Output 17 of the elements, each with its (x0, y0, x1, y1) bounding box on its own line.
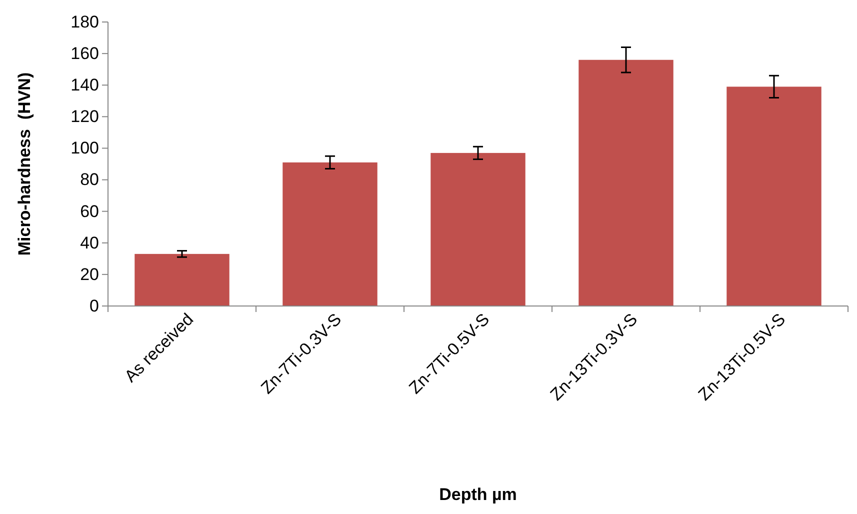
y-tick-label: 20 (80, 264, 99, 284)
y-tick-label: 40 (80, 233, 99, 252)
y-tick-label: 0 (90, 296, 99, 316)
bar (430, 152, 526, 306)
y-tick-label: 140 (70, 76, 99, 95)
bar (578, 60, 674, 306)
y-tick-label: 100 (70, 138, 99, 158)
x-axis-title: Depth µm (439, 485, 517, 504)
y-tick-label: 120 (70, 107, 99, 126)
y-axis-title: Micro-hardness (HVN) (15, 72, 34, 256)
y-tick-label: 160 (70, 44, 99, 63)
bar (282, 162, 378, 306)
y-tick-label: 180 (70, 12, 99, 32)
y-tick-label: 60 (80, 202, 99, 221)
y-tick-label: 80 (80, 170, 99, 190)
bar (726, 86, 822, 306)
bar (134, 254, 230, 306)
